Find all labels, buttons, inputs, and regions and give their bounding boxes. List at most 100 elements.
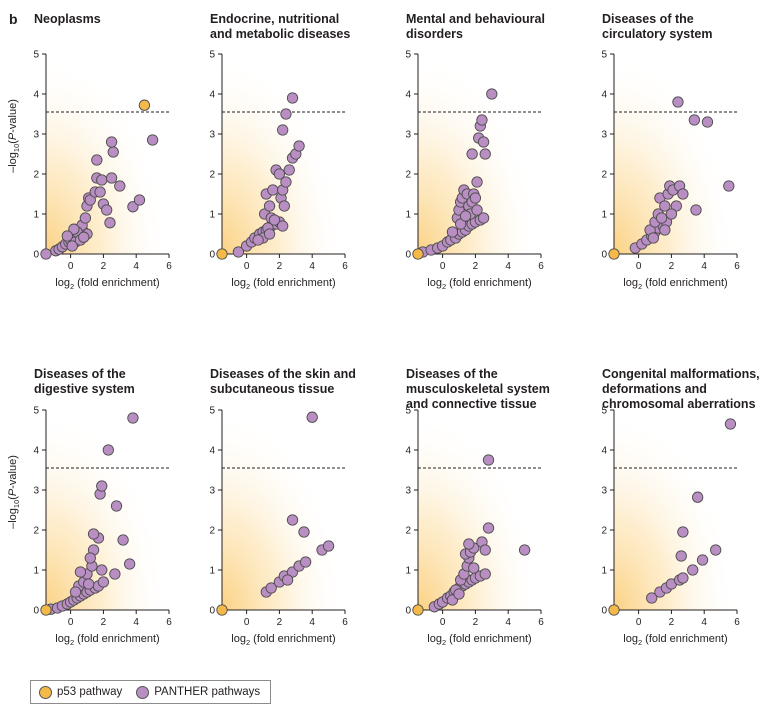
y-tick-label: 5	[209, 50, 215, 61]
panther-point	[701, 116, 714, 128]
p53-point	[138, 99, 151, 111]
y-tick-label: 1	[405, 210, 411, 221]
x-tick-label: 4	[701, 261, 707, 272]
chart-panels: Neoplasms 0 1 2 3 4 5 0 2 4 6 log2 (fold enrichment…	[7, 12, 760, 647]
x-tick-label: 6	[342, 261, 348, 272]
chart-panel-1: Neoplasms 0 1 2 3 4 5 0 2 4 6 log2 (fold enrichment…	[7, 12, 172, 291]
panther-point	[677, 572, 689, 584]
y-tick-label: 3	[33, 130, 39, 141]
panel-title-line: Diseases of the	[406, 367, 498, 381]
y-tick-label: 1	[33, 566, 39, 577]
panther-point	[84, 194, 96, 206]
panther-point	[724, 418, 737, 430]
panel-title-line: disorders	[406, 27, 463, 41]
legend: p53 pathway PANTHER pathways	[30, 680, 271, 704]
y-tick-label: 2	[601, 170, 607, 181]
panther-point	[471, 176, 483, 188]
panther-point	[273, 168, 286, 180]
panther-point	[486, 88, 498, 100]
panther-point	[446, 226, 459, 238]
y-tick-label: 1	[601, 210, 607, 221]
x-tick-label: 4	[309, 261, 315, 272]
y-tick-label: 1	[601, 566, 607, 577]
panther-point	[87, 528, 100, 540]
plot-background	[46, 410, 169, 610]
x-tick-label: 2	[473, 261, 479, 272]
panther-point	[476, 114, 488, 126]
panther-point	[463, 538, 475, 550]
panther-point	[278, 200, 290, 212]
panther-point	[127, 201, 139, 213]
x-axis-label: log2 (fold enrichment)	[231, 633, 335, 647]
panther-point	[659, 200, 671, 212]
panther-point	[277, 124, 289, 136]
panther-point	[277, 220, 289, 232]
panther-point	[281, 574, 294, 586]
y-axis-label: –log10(P-value)	[7, 455, 21, 529]
panel-title-line: Endocrine, nutritional	[210, 12, 339, 26]
panther-point	[267, 184, 279, 196]
y-tick-label: 3	[601, 130, 607, 141]
p53-point	[608, 248, 620, 260]
panther-point	[677, 526, 689, 538]
panel-title-line: and connective tissue	[406, 397, 537, 411]
panther-point	[691, 491, 704, 503]
panel-title-line: subcutaneous tissue	[210, 382, 334, 396]
panther-point	[101, 204, 113, 216]
x-tick-label: 6	[166, 617, 172, 628]
y-tick-label: 4	[209, 90, 215, 101]
panther-point	[96, 480, 108, 492]
x-tick-label: 0	[244, 261, 250, 272]
x-axis-label: log2 (fold enrichment)	[55, 633, 159, 647]
panel-title-line: Mental and behavioural	[406, 12, 545, 26]
panther-point	[454, 218, 467, 230]
panther-point	[74, 566, 87, 578]
x-axis-label: log2 (fold enrichment)	[231, 277, 335, 291]
x-tick-label: 0	[440, 617, 446, 628]
panther-point	[265, 582, 277, 594]
y-tick-label: 3	[601, 486, 607, 497]
panther-point	[298, 526, 310, 538]
panther-point	[471, 204, 483, 216]
y-tick-label: 0	[601, 606, 607, 617]
panther-point	[477, 136, 490, 148]
x-axis-label: log2 (fold enrichment)	[427, 633, 531, 647]
y-tick-label: 5	[405, 50, 411, 61]
panther-point	[482, 454, 495, 466]
panther-point	[670, 200, 682, 212]
panther-point	[263, 228, 276, 240]
y-tick-label: 0	[405, 606, 411, 617]
panther-point	[232, 246, 245, 258]
panther-point	[453, 588, 465, 600]
panther-point	[117, 534, 129, 546]
x-tick-label: 6	[166, 261, 172, 272]
panther-point	[109, 568, 121, 580]
panther-point	[66, 240, 78, 252]
y-tick-label: 4	[405, 90, 411, 101]
panther-point	[96, 564, 108, 576]
x-axis-label: log2 (fold enrichment)	[623, 633, 727, 647]
legend-label-panther: PANTHER pathways	[154, 686, 261, 698]
y-tick-label: 2	[33, 170, 39, 181]
panther-point	[286, 514, 299, 526]
panther-point	[479, 148, 491, 160]
panther-point	[322, 540, 335, 552]
y-tick-label: 4	[209, 446, 215, 457]
panther-point	[263, 200, 276, 212]
y-axis-label: –log10(P-value)	[7, 99, 21, 173]
y-tick-label: 0	[405, 250, 411, 261]
x-axis-label: log2 (fold enrichment)	[55, 277, 159, 291]
x-tick-label: 4	[133, 261, 139, 272]
panther-point	[306, 411, 318, 423]
legend-item-panther: PANTHER pathways	[136, 685, 261, 699]
panther-point	[688, 114, 701, 126]
panther-point	[61, 230, 73, 242]
panther-point	[123, 558, 136, 570]
panther-point	[102, 444, 114, 456]
x-tick-label: 0	[68, 617, 74, 628]
panther-point	[97, 576, 110, 588]
y-tick-label: 3	[405, 486, 411, 497]
x-tick-label: 2	[669, 261, 675, 272]
panel-title-line: chromosomal aberrations	[602, 397, 756, 411]
